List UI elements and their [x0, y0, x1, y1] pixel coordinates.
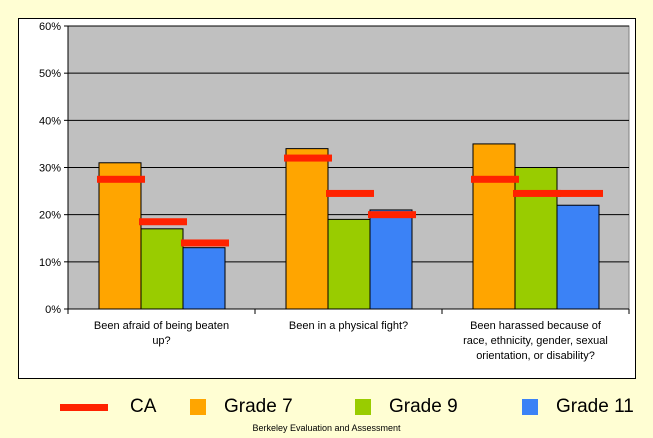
bar-grade-11 — [556, 204, 600, 310]
chart-frame: 0% 10% 20% 30% 40% 50% 60% Been afraid of being… — [18, 18, 636, 379]
ca-marker — [471, 175, 519, 183]
legend-item-grade-9: Grade 9 — [355, 394, 458, 420]
x-category-label: Been afraid of being beaten — [94, 320, 229, 332]
legend-swatch-grade-11 — [522, 399, 538, 415]
legend-item-grade-11: Grade 11 — [522, 394, 634, 420]
x-category-label: orientation, or disability? — [476, 350, 595, 362]
ca-marker — [555, 189, 603, 197]
y-tick-label: 40% — [39, 115, 61, 127]
x-category-label: Been in a physical fight? — [289, 320, 408, 332]
footer-credit: Berkeley Evaluation and Assessment — [252, 423, 401, 433]
legend-label-grade-7: Grade 7 — [224, 396, 293, 417]
ca-marker — [284, 154, 332, 162]
x-category-label: up? — [152, 335, 170, 347]
ca-marker — [139, 218, 187, 226]
y-tick-label: 30% — [39, 163, 61, 175]
legend-label-ca: CA — [130, 396, 157, 417]
y-tick-label: 50% — [39, 68, 61, 80]
bar-grade-7 — [285, 148, 329, 310]
legend-item-ca: CA — [60, 394, 156, 420]
bar-chart: 0% 10% 20% 30% 40% 50% 60% Been afraid of being… — [39, 21, 630, 362]
legend-swatch-grade-7 — [190, 399, 206, 415]
legend-swatch-ca — [60, 403, 108, 411]
bar-grade-9 — [327, 218, 371, 310]
ca-marker — [181, 239, 229, 247]
y-tick-label: 0% — [45, 304, 61, 316]
ca-marker — [97, 175, 145, 183]
x-category-label: race, ethnicity, gender, sexual — [463, 335, 608, 347]
bar-grade-11 — [369, 209, 413, 310]
legend-item-grade-7: Grade 7 — [190, 394, 293, 420]
ca-marker — [513, 189, 561, 197]
legend-swatch-grade-9 — [355, 399, 371, 415]
y-tick-label: 60% — [39, 21, 61, 33]
bar-grade-7 — [98, 162, 142, 310]
bar-grade-9 — [140, 228, 184, 310]
legend-label-grade-9: Grade 9 — [389, 396, 458, 417]
bar-grade-11 — [182, 247, 226, 310]
y-tick-label: 20% — [39, 210, 61, 222]
ca-marker — [368, 211, 416, 219]
bar-grade-9 — [514, 167, 558, 310]
ca-marker — [326, 189, 374, 197]
bar-grade-7 — [472, 143, 516, 310]
legend: CA Grade 7 Grade 9 Grade 11 — [0, 394, 653, 420]
legend-label-grade-11: Grade 11 — [556, 396, 634, 417]
y-tick-label: 10% — [39, 257, 61, 269]
x-category-label: Been harassed because of — [470, 320, 602, 332]
